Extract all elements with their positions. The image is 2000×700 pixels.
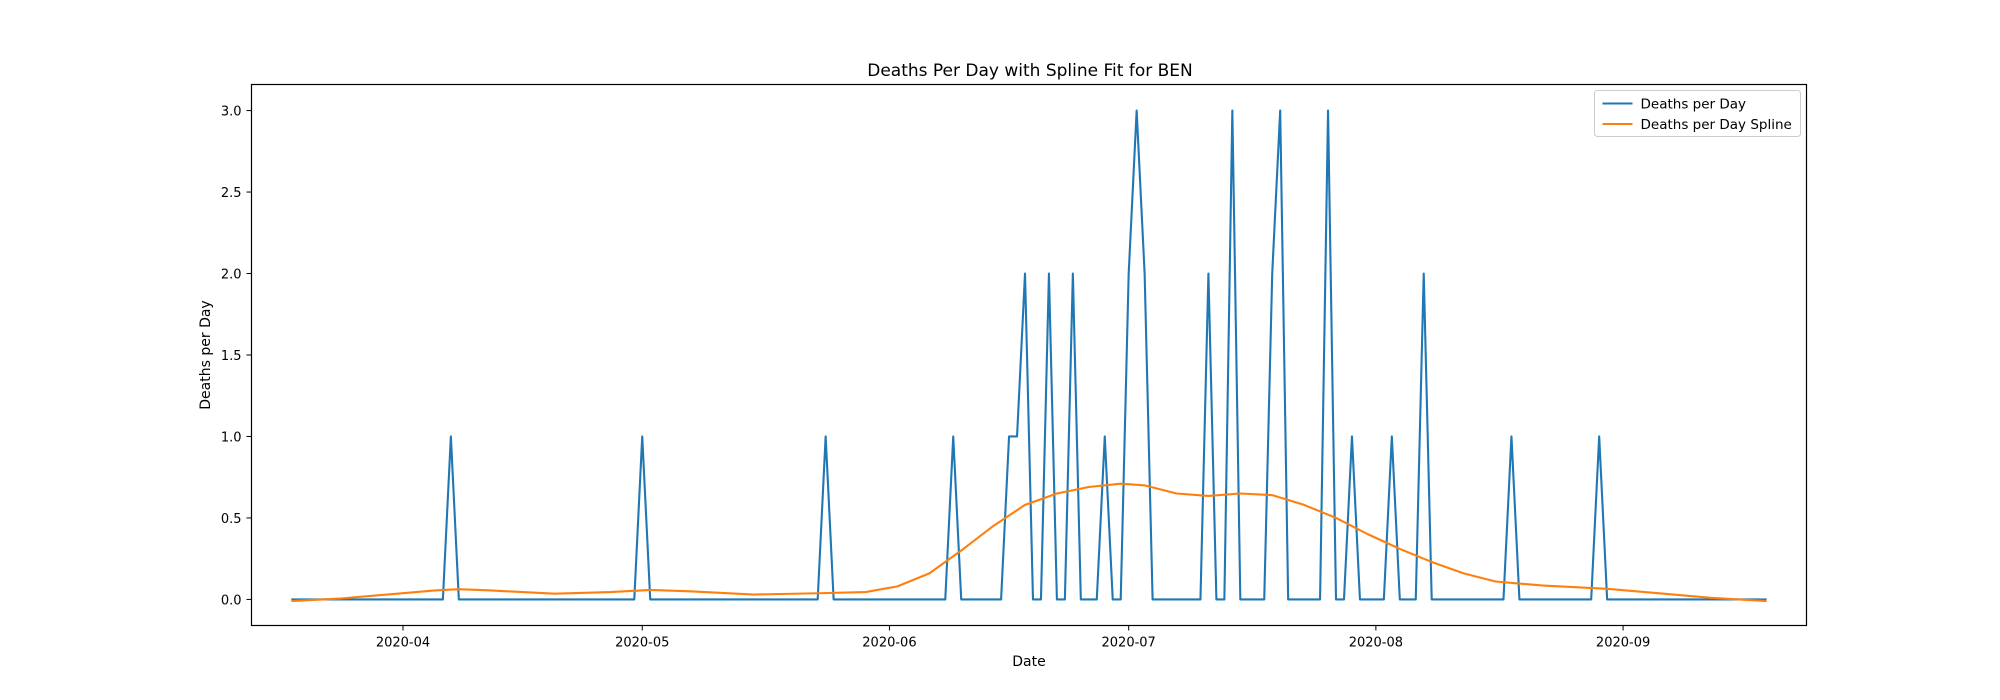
chart-title: Deaths Per Day with Spline Fit for BEN [867,61,1193,81]
legend-label-1: Deaths per Day [1641,97,1747,113]
y-tick-label-0-5: 0.5 [221,512,242,527]
x-tick-label-2020-07: 2020-07 [1102,636,1156,651]
y-tick-label-1-0: 1.0 [221,430,242,445]
x-tick-label-2020-08: 2020-08 [1349,636,1403,651]
y-tick-label-2-0: 2.0 [221,268,242,283]
x-tick-label-2020-06: 2020-06 [862,636,916,651]
x-tick-label-2020-04: 2020-04 [376,636,430,651]
legend-box [1594,90,1801,137]
y-tick-label-0-0: 0.0 [221,593,242,608]
plot-frame [250,83,1808,627]
y-tick-label-1-5: 1.5 [221,349,242,364]
y-axis-label: Deaths per Day [198,300,214,409]
plot-lines [291,109,1767,603]
y-axis: 0.0 0.5 1.0 1.5 2.0 2.5 3.0 [221,105,252,608]
y-tick-label-3-0: 3.0 [221,105,242,120]
x-axis: 2020-04 2020-05 2020-06 2020-07 2020-08 2020-… [376,625,1650,651]
legend-label-2: Deaths per Day Spline [1641,117,1792,133]
series-line-1 [291,109,1767,601]
y-tick-label-2-5: 2.5 [221,186,242,201]
series-line-2 [291,482,1767,603]
x-tick-label-2020-09: 2020-09 [1596,636,1650,651]
legend: Deaths per Day Deaths per Day Spline [1594,90,1801,137]
x-tick-label-2020-05: 2020-05 [615,636,669,651]
x-axis-label: Date [1012,654,1045,670]
